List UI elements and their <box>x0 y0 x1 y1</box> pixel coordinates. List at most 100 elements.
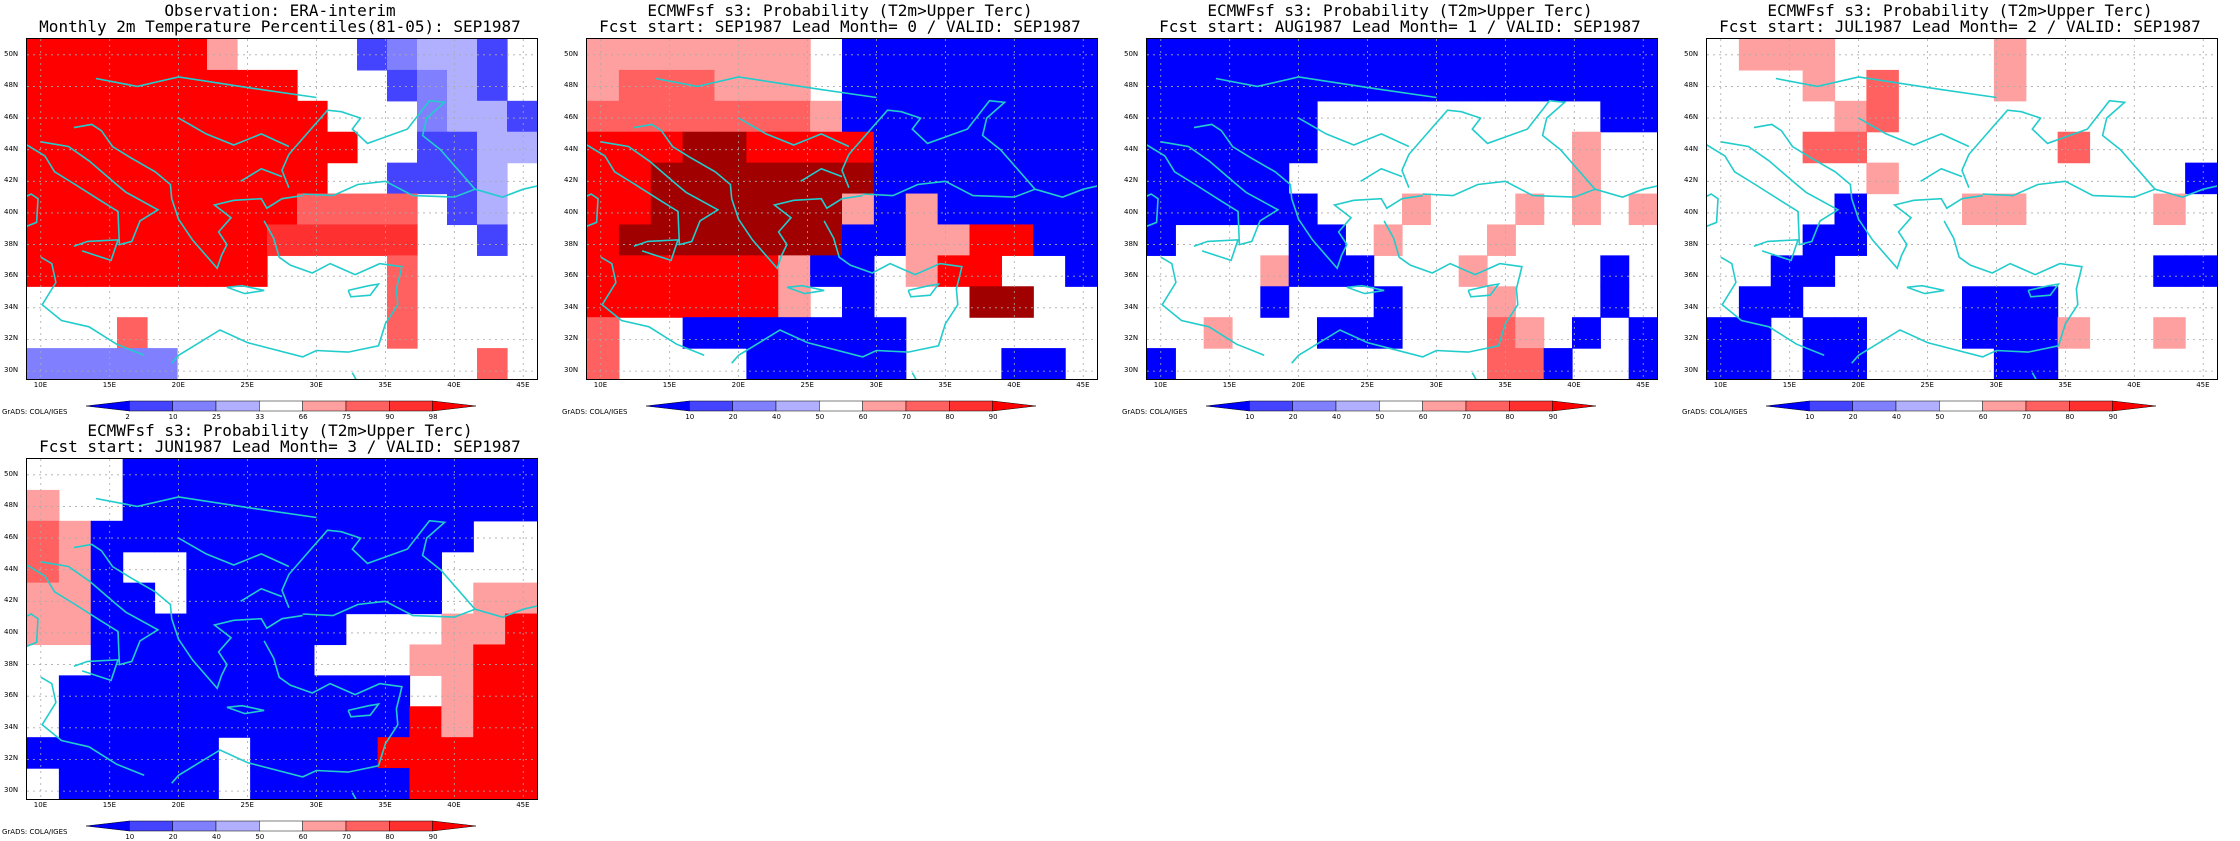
grid-cell <box>186 520 219 553</box>
coastline <box>1160 256 1265 357</box>
grid-cell <box>313 768 347 799</box>
colorbar-swatch <box>905 400 950 412</box>
lat-tick-label: 50N <box>4 49 19 58</box>
grid-cell <box>57 131 88 164</box>
panel-title: ECMWFsf s3: Probability (T2m>Upper Terc) <box>647 1 1033 20</box>
colorbar-swatch <box>345 400 390 412</box>
coastline <box>73 543 303 690</box>
lon-tick-label: 40E <box>447 381 461 389</box>
coastline <box>731 220 963 364</box>
coastline <box>171 640 403 784</box>
grid-cell <box>505 768 537 799</box>
grid-cell <box>345 489 379 522</box>
grid-cell <box>186 582 219 615</box>
lat-tick-label: 38N <box>1124 239 1139 248</box>
lat-tick-label: 50N <box>1124 49 1139 58</box>
grid-cell <box>1802 255 1836 287</box>
coastline <box>1401 99 1597 198</box>
grid-cell <box>345 582 379 615</box>
grid-cell <box>1147 348 1176 379</box>
grid-cell <box>250 768 283 799</box>
grid-cell <box>905 39 939 71</box>
colorbar-swatch <box>389 400 433 412</box>
grid-cell <box>1866 69 1899 102</box>
grid-cell <box>237 131 268 164</box>
lon-tick-label: 15E <box>1782 381 1797 389</box>
grid-cell <box>1738 317 1772 349</box>
grid-cell <box>327 193 358 226</box>
colorbar-swatch <box>1852 400 1897 412</box>
grid-cell <box>507 100 537 133</box>
coastline <box>281 99 477 198</box>
colorbar-label: 10 <box>1245 413 1255 421</box>
grid-cell <box>147 39 178 71</box>
coastline <box>600 256 705 357</box>
colorbar-label: 10 <box>168 413 178 421</box>
grid-cell <box>57 39 88 71</box>
grid-cell <box>477 69 508 102</box>
grid-cell <box>842 286 875 318</box>
grid-cell <box>313 706 347 738</box>
grid-cell <box>218 551 251 584</box>
grid-cell <box>1232 193 1261 226</box>
grid-cell <box>207 162 238 195</box>
grid-cell <box>937 69 971 102</box>
coastline <box>1291 220 1523 364</box>
grid-cell <box>810 162 843 195</box>
grid-cell <box>58 706 92 738</box>
grid-cell <box>1802 131 1836 164</box>
grid-cell <box>937 131 971 164</box>
coastline <box>1707 141 1840 246</box>
grid-cell <box>1600 100 1630 133</box>
grid-cell <box>207 193 238 226</box>
grid-cell <box>345 459 379 491</box>
grid-cell <box>1866 162 1899 195</box>
coastline <box>351 372 384 379</box>
grid-cell <box>250 737 283 769</box>
map-area[interactable] <box>26 458 538 800</box>
colorbar-label: 40 <box>1892 413 1901 421</box>
coastline <box>1298 117 1410 148</box>
grid-cell <box>154 520 187 553</box>
map-area[interactable] <box>1706 38 2218 380</box>
grid-cell <box>1402 193 1431 226</box>
lat-tick-label: 44N <box>1124 144 1139 153</box>
grid-cell <box>587 348 620 379</box>
grid-cell <box>1065 224 1097 256</box>
grid-cell <box>441 675 474 707</box>
map-area[interactable] <box>26 38 538 380</box>
colorbar-label: 70 <box>2022 413 2031 421</box>
grid-cell <box>969 255 1002 287</box>
colorbar-swatch <box>775 400 820 412</box>
grid-cell <box>1317 69 1346 102</box>
colorbar-label: 33 <box>255 413 265 421</box>
grads-credit: GrADS: COLA/IGES <box>1122 408 1188 416</box>
grid-cell <box>714 224 747 256</box>
grid-cell <box>1487 286 1516 318</box>
grid-cell <box>473 613 506 646</box>
colorbar-swatch <box>129 820 173 832</box>
grid-cell <box>618 69 652 102</box>
grid-cell <box>1572 131 1601 164</box>
grid-cell <box>505 644 537 676</box>
coastline <box>655 76 877 99</box>
lat-tick-label: 48N <box>1124 81 1139 90</box>
lat-tick-label: 46N <box>4 113 19 122</box>
grid-cell <box>1962 286 1995 318</box>
coastline <box>633 123 863 270</box>
grid-cell <box>1001 224 1034 256</box>
map-area[interactable] <box>1146 38 1658 380</box>
lat-tick-label: 30N <box>4 366 19 375</box>
grid-cell <box>207 255 238 287</box>
colorbar-label: 40 <box>212 833 221 841</box>
grid-cell <box>313 582 347 615</box>
lat-tick-label: 50N <box>564 49 579 58</box>
map-area[interactable] <box>586 38 1098 380</box>
colorbar-swatch <box>172 400 217 412</box>
grid-cell <box>186 706 219 738</box>
coastline <box>27 561 160 666</box>
grid-cell <box>1147 193 1176 226</box>
grid-cell <box>810 255 843 287</box>
grid-cell <box>1738 286 1772 318</box>
grid-cell <box>1147 224 1176 256</box>
